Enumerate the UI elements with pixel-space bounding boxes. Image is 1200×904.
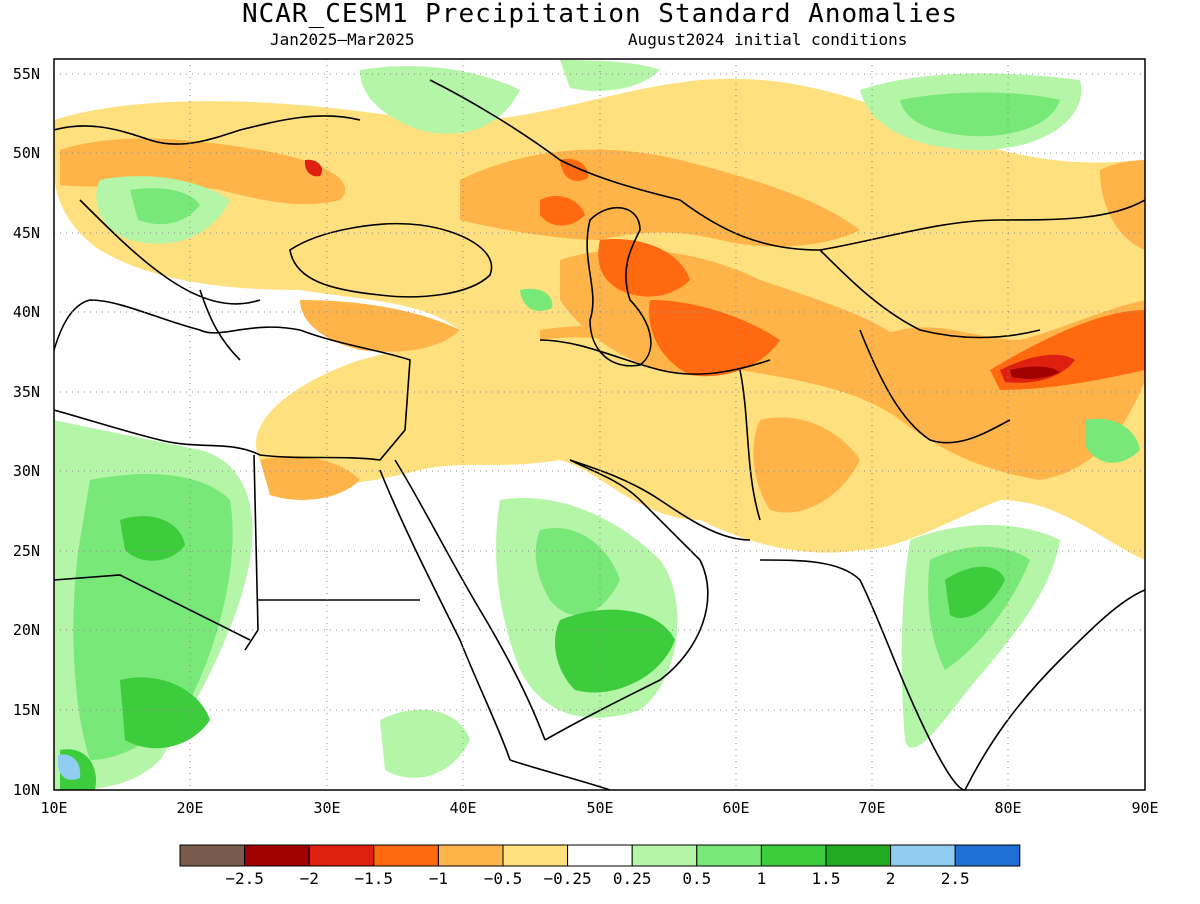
- lon-tick-label: 80E: [994, 799, 1021, 817]
- lat-tick-label: 25N: [13, 542, 40, 560]
- colorbar-swatch: [825, 844, 892, 867]
- lon-tick-label: 20E: [176, 799, 203, 817]
- colorbar-swatch: [890, 844, 956, 867]
- anomaly-shading: [54, 60, 1145, 790]
- lat-tick-label: 40N: [13, 303, 40, 321]
- colorbar-label: 0.5: [682, 869, 711, 888]
- colorbar-label: 0.25: [613, 869, 652, 888]
- lat-tick-label: 45N: [13, 224, 40, 242]
- colorbar-label: 2.5: [941, 869, 970, 888]
- lon-tick-label: 70E: [858, 799, 885, 817]
- colorbar-swatch: [437, 844, 504, 867]
- lat-tick-label: 20N: [13, 621, 40, 639]
- lon-tick-labels: 10E 20E 30E 40E 50E 60E 70E 80E 90E: [40, 799, 1158, 817]
- colorbar-swatch: [502, 844, 569, 867]
- lon-tick-label: 60E: [722, 799, 749, 817]
- map-frame: [53, 58, 1146, 791]
- colorbar-label: −0.25: [544, 869, 592, 888]
- initial-conditions: August2024 initial conditions: [628, 30, 908, 49]
- lon-tick-label: 40E: [449, 799, 476, 817]
- colorbar-swatch: [244, 844, 310, 867]
- colorbar-label: −1: [429, 869, 448, 888]
- colorbar-label: −2: [300, 869, 319, 888]
- colorbar-swatch: [567, 844, 633, 867]
- lon-tick-label: 50E: [586, 799, 613, 817]
- colorbar-swatch: [631, 844, 698, 867]
- lon-tick-label: 90E: [1131, 799, 1158, 817]
- colorbar-label: 1: [757, 869, 767, 888]
- lat-tick-label: 30N: [13, 462, 40, 480]
- colorbar-swatch: [308, 844, 375, 867]
- colorbar-swatch: [696, 844, 762, 867]
- colorbar-labels: −2.5 −2 −1.5 −1 −0.5 −0.25 0.25 0.5 1 1.5 2 2.5: [225, 869, 969, 888]
- colorbar-label: −1.5: [355, 869, 394, 888]
- map-title: NCAR_CESM1 Precipitation Standard Anomal…: [241, 0, 959, 29]
- colorbar: [179, 844, 1021, 867]
- lon-tick-label: 30E: [313, 799, 340, 817]
- lat-tick-label: 35N: [13, 383, 40, 401]
- colorbar-label: 2: [886, 869, 896, 888]
- forecast-period: Jan2025–Mar2025: [270, 30, 415, 49]
- colorbar-label: −0.5: [484, 869, 523, 888]
- lat-tick-label: 10N: [13, 781, 40, 799]
- lat-tick-label: 50N: [13, 144, 40, 162]
- lat-tick-label: 55N: [13, 65, 40, 83]
- colorbar-swatch: [954, 844, 1021, 867]
- colorbar-label: 1.5: [812, 869, 841, 888]
- colorbar-swatch: [373, 844, 439, 867]
- lat-tick-label: 15N: [13, 701, 40, 719]
- colorbar-label: −2.5: [225, 869, 264, 888]
- colorbar-swatch: [179, 844, 246, 867]
- lat-tick-labels: 10N 15N 20N 25N 30N 35N 40N 45N 50N 55N: [13, 65, 40, 799]
- colorbar-swatch: [760, 844, 827, 867]
- lon-tick-label: 10E: [40, 799, 67, 817]
